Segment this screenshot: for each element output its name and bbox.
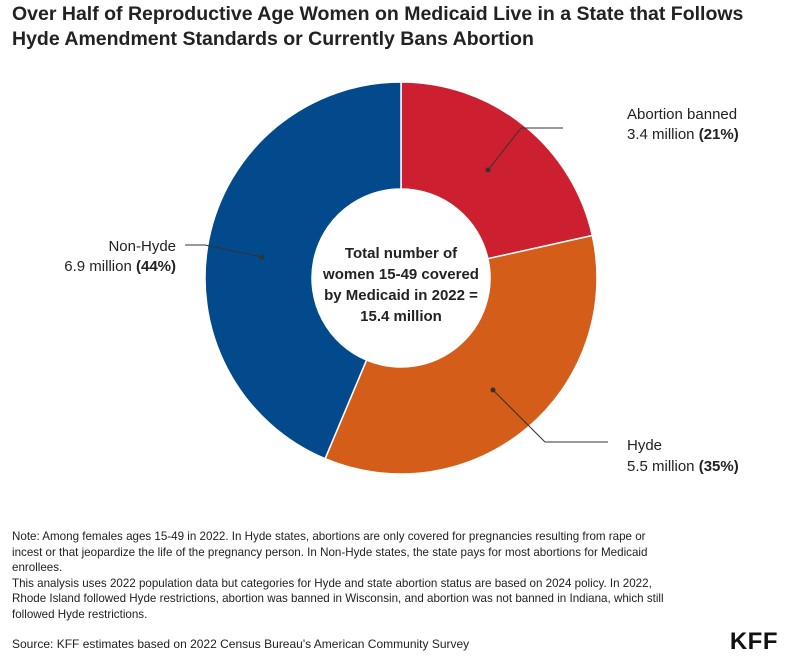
slice-name-hyde: Hyde bbox=[627, 437, 662, 454]
center-label: Total number of women 15-49 covered by M… bbox=[322, 245, 479, 325]
slice-value-hyde: 5.5 million (35%) bbox=[627, 458, 739, 475]
label-hyde: Hyde 5.5 million (35%) bbox=[490, 387, 739, 475]
chart-notes: Note: Among females ages 15-49 in 2022. … bbox=[12, 529, 772, 623]
note-line-4: This analysis uses 2022 population data … bbox=[12, 576, 652, 590]
slice-name-abortion-banned: Abortion banned bbox=[627, 106, 737, 123]
slice-name-non-hyde: Non-Hyde bbox=[108, 238, 176, 255]
note-line-2: incest or that jeopardize the life of th… bbox=[12, 545, 648, 559]
label-non-hyde: Non-Hyde 6.9 million (44%) bbox=[64, 238, 265, 275]
leader-line-hyde bbox=[492, 389, 546, 443]
chart-source: Source: KFF estimates based on 2022 Cens… bbox=[12, 637, 470, 651]
center-label-line-3: by Medicaid in 2022 = bbox=[324, 287, 478, 304]
chart-title-line-2: Hyde Amendment Standards or Currently Ba… bbox=[12, 28, 534, 50]
center-label-line-1: Total number of bbox=[345, 245, 458, 262]
slice-value-non-hyde: 6.9 million (44%) bbox=[64, 258, 176, 275]
leader-line-non-hyde bbox=[204, 244, 263, 258]
kff-logo: KFF bbox=[729, 628, 778, 655]
note-line-5: Rhode Island followed Hyde restrictions,… bbox=[12, 592, 664, 606]
chart-title-line-1: Over Half of Reproductive Age Women on M… bbox=[12, 3, 744, 25]
leader-dot-non-hyde bbox=[259, 254, 265, 260]
leader-dot-abortion-banned bbox=[485, 167, 491, 173]
chart-title: Over Half of Reproductive Age Women on M… bbox=[12, 2, 792, 52]
center-label-line-2: women 15-49 covered bbox=[322, 266, 479, 283]
donut-hole bbox=[312, 189, 490, 367]
donut-chart: Total number of women 15-49 covered by M… bbox=[64, 81, 739, 475]
leader-dot-hyde bbox=[490, 387, 496, 393]
note-line-1: Note: Among females ages 15-49 in 2022. … bbox=[12, 530, 646, 543]
note-line-3: enrollees. bbox=[12, 561, 63, 575]
slice-value-abortion-banned: 3.4 million (21%) bbox=[627, 126, 739, 143]
label-abortion-banned: Abortion banned 3.4 million (21%) bbox=[485, 106, 739, 173]
donut-slices bbox=[204, 81, 598, 475]
note-line-6: followed Hyde restrictions. bbox=[12, 607, 148, 621]
center-label-line-4: 15.4 million bbox=[360, 308, 442, 325]
leader-line-abortion-banned bbox=[487, 127, 522, 171]
